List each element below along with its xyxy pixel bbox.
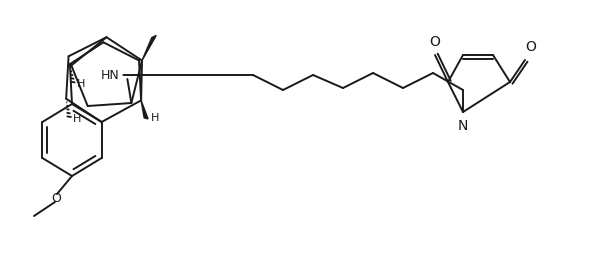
Text: H: H: [151, 113, 160, 123]
Text: N: N: [458, 119, 468, 133]
Polygon shape: [142, 35, 156, 60]
Polygon shape: [141, 100, 148, 119]
Text: H: H: [73, 114, 81, 124]
Text: H: H: [77, 79, 85, 89]
Text: O: O: [51, 192, 61, 205]
Text: HN: HN: [101, 68, 119, 81]
Text: O: O: [429, 35, 441, 49]
Text: O: O: [525, 40, 537, 54]
